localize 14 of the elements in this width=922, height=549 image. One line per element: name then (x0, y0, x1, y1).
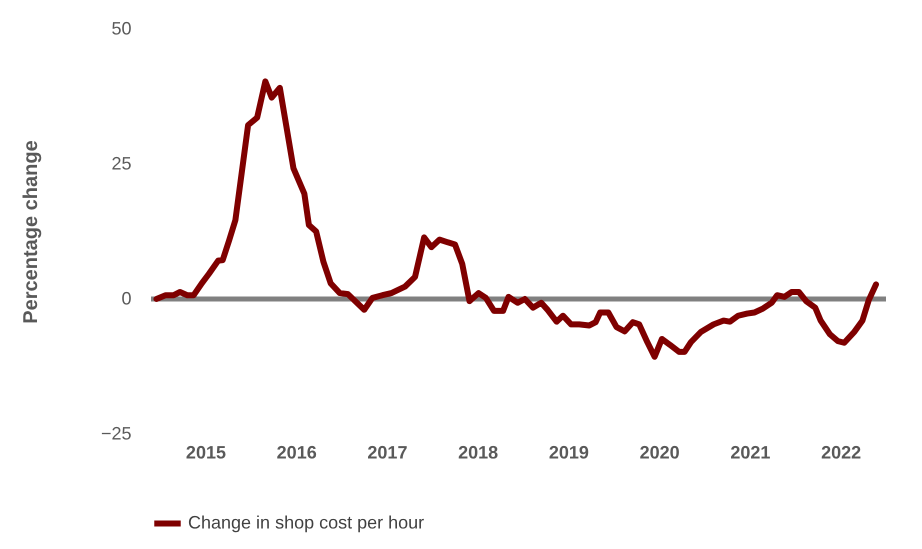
legend-label: Change in shop cost per hour (188, 512, 424, 532)
y-tick-label: 25 (111, 154, 132, 174)
x-tick-label: 2019 (548, 442, 589, 462)
y-axis-title: Percentage change (20, 140, 42, 324)
y-tick-label: −25 (100, 424, 132, 444)
x-tick-label: 2018 (458, 442, 498, 462)
x-tick-label: 2022 (821, 442, 862, 462)
x-tick-label: 2021 (730, 442, 770, 462)
x-tick-label: 2015 (186, 442, 226, 462)
y-tick-label: 50 (111, 18, 132, 38)
x-tick-label: 2017 (367, 442, 408, 462)
x-tick-label: 2016 (276, 442, 317, 462)
y-tick-label: 0 (121, 288, 132, 308)
x-tick-label: 2020 (640, 442, 680, 462)
